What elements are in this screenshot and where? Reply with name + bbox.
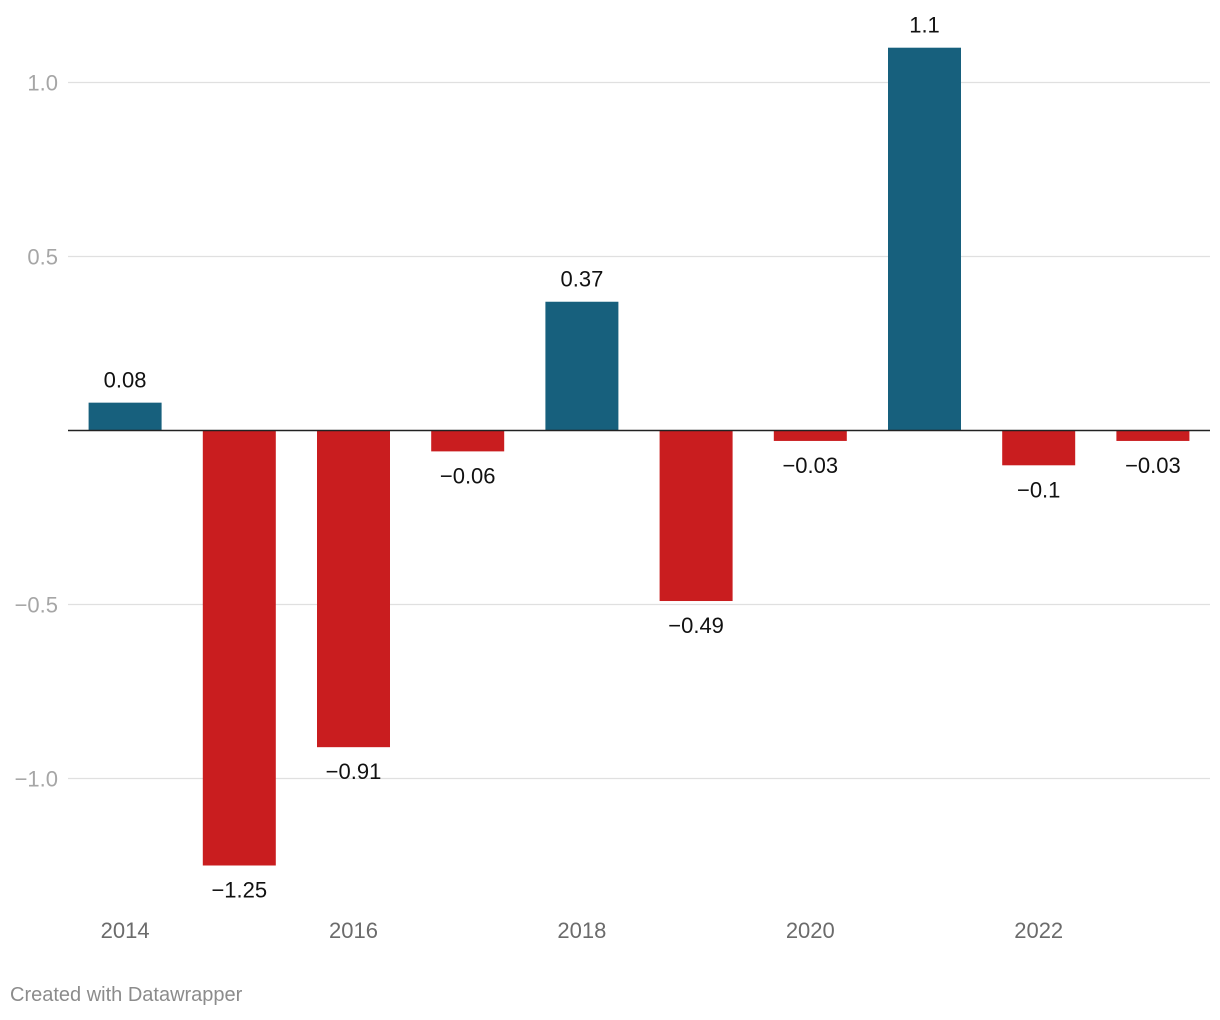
data-label: −0.1 — [1017, 477, 1060, 502]
data-label: −0.49 — [668, 613, 724, 638]
x-tick-label: 2016 — [329, 918, 378, 943]
data-label: −0.03 — [782, 453, 838, 478]
data-label: 0.08 — [104, 368, 147, 393]
bar — [773, 430, 847, 441]
bar — [431, 430, 505, 452]
x-tick-label: 2022 — [1014, 918, 1063, 943]
y-tick-label: −0.5 — [15, 593, 58, 618]
x-tick-label: 2014 — [101, 918, 150, 943]
bar — [659, 430, 733, 602]
data-label: −0.03 — [1125, 453, 1181, 478]
data-label: 0.37 — [560, 267, 603, 292]
data-label: −0.06 — [440, 463, 496, 488]
x-tick-label: 2020 — [786, 918, 835, 943]
data-label: 1.1 — [909, 13, 940, 38]
bar — [888, 47, 961, 431]
credit-text: Created with Datawrapper — [10, 984, 243, 1006]
bar — [545, 301, 619, 431]
y-tick-label: −1.0 — [15, 767, 58, 792]
bar-chart: 1.0 0.5 −0.5 −1.0 0.08 2014 −1.25 −0.91 2016 −0.0… — [15, 13, 1210, 943]
x-tick-label: 2018 — [557, 918, 606, 943]
bar — [88, 402, 162, 431]
data-label: −1.25 — [211, 878, 267, 903]
bar — [317, 430, 390, 748]
data-label: −0.91 — [326, 759, 382, 784]
bar — [202, 430, 276, 866]
bar — [1002, 430, 1076, 466]
bar — [1116, 430, 1190, 441]
y-tick-label: 1.0 — [27, 71, 58, 96]
y-tick-label: 0.5 — [27, 245, 58, 270]
